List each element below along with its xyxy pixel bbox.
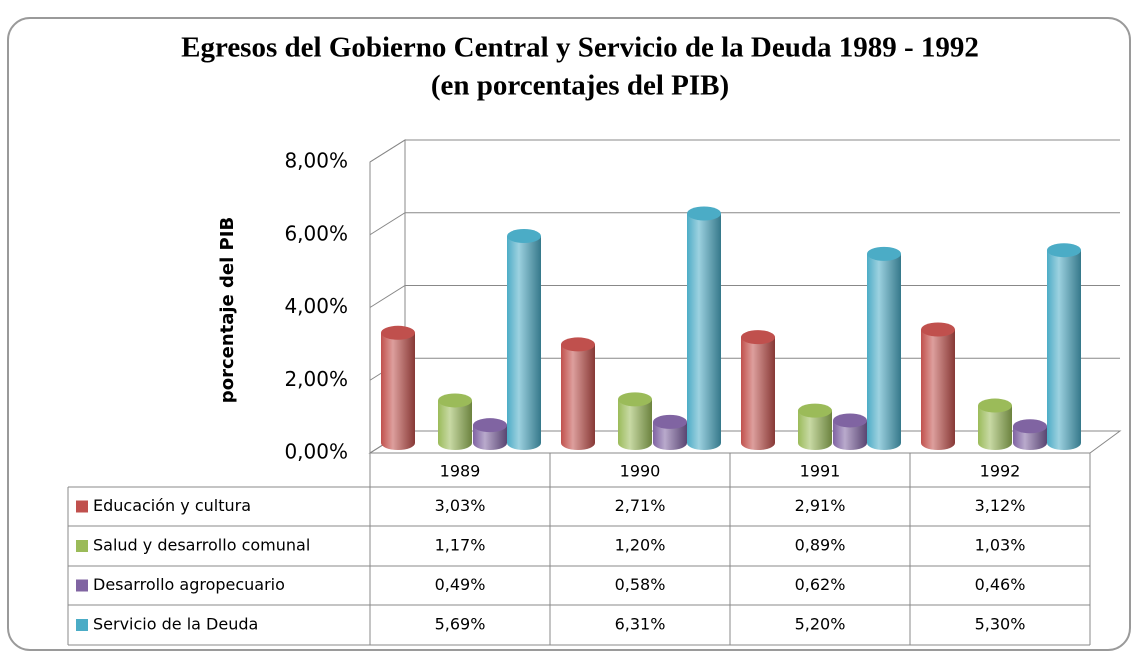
x-tick-label: 1989 bbox=[440, 462, 481, 481]
y-tick-label: 6,00% bbox=[284, 221, 348, 245]
bar bbox=[438, 400, 472, 450]
y-tick-label: 2,00% bbox=[284, 367, 348, 391]
bar bbox=[618, 399, 652, 450]
legend-key bbox=[76, 540, 88, 552]
data-label: 0,62% bbox=[795, 575, 846, 594]
chart-title: Egresos del Gobierno Central y Servicio … bbox=[181, 32, 979, 64]
bar-top bbox=[438, 393, 472, 408]
bar bbox=[833, 420, 867, 450]
data-label: 3,12% bbox=[975, 496, 1026, 515]
data-label: 1,20% bbox=[615, 536, 666, 555]
grid-line bbox=[369, 212, 1120, 236]
legend-label: Servicio de la Deuda bbox=[93, 615, 258, 634]
data-label: 0,49% bbox=[435, 575, 486, 594]
legend-key bbox=[76, 579, 88, 592]
bar bbox=[507, 236, 541, 450]
bar-top bbox=[1047, 243, 1081, 258]
bar-top bbox=[653, 414, 687, 429]
y-axis-label: porcentaje del PIB bbox=[217, 217, 238, 403]
bar bbox=[561, 344, 595, 450]
bar-top bbox=[833, 413, 867, 428]
bar bbox=[653, 421, 687, 450]
x-tick-label: 1990 bbox=[620, 462, 661, 481]
data-label: 1,03% bbox=[975, 536, 1026, 555]
legend-label: Salud y desarrollo comunal bbox=[93, 536, 310, 555]
legend-key bbox=[76, 619, 88, 631]
chart-frame bbox=[7, 17, 1131, 651]
x-tick-label: 1991 bbox=[800, 462, 841, 481]
data-label: 1,17% bbox=[435, 536, 486, 555]
data-label: 6,31% bbox=[615, 615, 666, 634]
data-label: 5,69% bbox=[435, 615, 486, 634]
y-tick-label: 8,00% bbox=[284, 149, 348, 173]
y-tick-label: 4,00% bbox=[284, 294, 348, 318]
bar bbox=[798, 410, 832, 450]
bar bbox=[741, 337, 775, 450]
x-tick-label: 1992 bbox=[980, 462, 1021, 481]
data-label: 3,03% bbox=[435, 496, 486, 515]
legend-label: Desarrollo agropecuario bbox=[93, 575, 285, 594]
bar-top bbox=[381, 325, 415, 340]
bar-top bbox=[687, 206, 721, 221]
bar bbox=[978, 405, 1012, 450]
bar bbox=[381, 332, 415, 450]
bar bbox=[473, 425, 507, 450]
data-label: 2,71% bbox=[615, 496, 666, 515]
chart-subtitle: (en porcentajes del PIB) bbox=[431, 70, 729, 102]
data-label: 5,20% bbox=[795, 615, 846, 634]
bar-top bbox=[561, 337, 595, 352]
legend-key bbox=[76, 500, 88, 513]
bar-top bbox=[741, 330, 775, 345]
data-label: 0,58% bbox=[615, 575, 666, 594]
bar-top bbox=[1013, 419, 1047, 434]
data-label: 0,89% bbox=[795, 536, 846, 555]
bar-top bbox=[473, 418, 507, 433]
grid-line bbox=[369, 139, 1120, 163]
bar bbox=[867, 253, 901, 450]
y-tick-label: 0,00% bbox=[284, 440, 348, 464]
bar-top bbox=[507, 229, 541, 244]
bar-top bbox=[921, 322, 955, 337]
bar-top bbox=[978, 398, 1012, 413]
bar bbox=[921, 329, 955, 450]
bar-top bbox=[867, 246, 901, 261]
bar-top bbox=[798, 403, 832, 418]
bar bbox=[687, 213, 721, 450]
data-label: 0,46% bbox=[975, 575, 1026, 594]
legend-label: Educación y cultura bbox=[93, 496, 251, 515]
bar bbox=[1047, 250, 1081, 450]
data-label: 2,91% bbox=[795, 496, 846, 515]
data-label: 5,30% bbox=[975, 615, 1026, 634]
bar-top bbox=[618, 392, 652, 407]
